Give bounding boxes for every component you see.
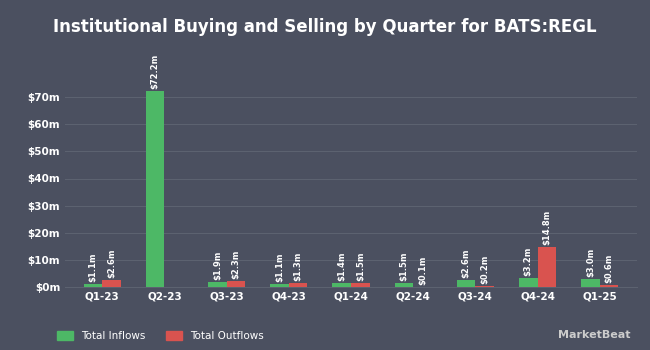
Bar: [289, 284, 307, 287]
Bar: [538, 247, 556, 287]
Text: $1.5m: $1.5m: [399, 251, 408, 281]
Bar: [102, 280, 121, 287]
Text: $1.1m: $1.1m: [275, 252, 284, 282]
Bar: [208, 282, 227, 287]
Bar: [84, 284, 102, 287]
Legend: Total Inflows, Total Outflows: Total Inflows, Total Outflows: [57, 331, 264, 341]
Text: $3.0m: $3.0m: [586, 247, 595, 277]
Text: $1.4m: $1.4m: [337, 252, 346, 281]
Text: MarketBeat: MarketBeat: [558, 329, 630, 340]
Bar: [395, 283, 413, 287]
Bar: [227, 281, 245, 287]
Bar: [332, 283, 351, 287]
Bar: [475, 286, 494, 287]
Text: $0.6m: $0.6m: [604, 254, 614, 283]
Bar: [457, 280, 475, 287]
Bar: [581, 279, 600, 287]
Text: $2.6m: $2.6m: [107, 248, 116, 278]
Text: $3.2m: $3.2m: [524, 247, 533, 276]
Bar: [519, 278, 538, 287]
Text: $1.9m: $1.9m: [213, 250, 222, 280]
Text: $1.1m: $1.1m: [88, 252, 98, 282]
Text: $2.3m: $2.3m: [231, 249, 240, 279]
Bar: [600, 285, 618, 287]
Text: $14.8m: $14.8m: [542, 209, 551, 245]
Bar: [146, 91, 164, 287]
Text: Institutional Buying and Selling by Quarter for BATS:REGL: Institutional Buying and Selling by Quar…: [53, 18, 597, 35]
Text: $0.1m: $0.1m: [418, 255, 427, 285]
Text: $1.5m: $1.5m: [356, 251, 365, 281]
Text: $1.3m: $1.3m: [294, 252, 303, 281]
Bar: [351, 283, 370, 287]
Bar: [270, 284, 289, 287]
Text: $72.2m: $72.2m: [151, 54, 160, 89]
Text: $0.2m: $0.2m: [480, 255, 489, 284]
Text: $2.6m: $2.6m: [462, 248, 471, 278]
